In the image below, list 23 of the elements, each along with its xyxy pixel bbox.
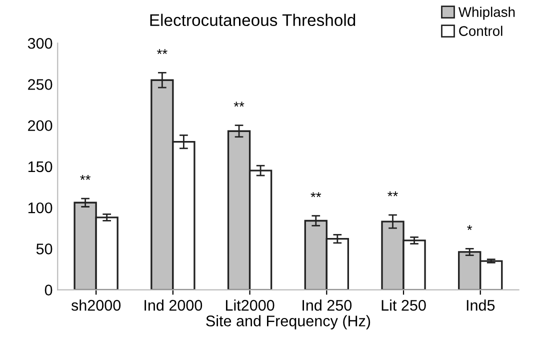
y-tick-label: 200 bbox=[28, 120, 52, 132]
legend-label: Control bbox=[459, 26, 502, 36]
x-tick-label: Ind5 bbox=[466, 300, 495, 311]
y-tick-label: 250 bbox=[28, 79, 52, 90]
x-tick-label: Ind 250 bbox=[302, 300, 352, 311]
annotation: ** bbox=[234, 102, 244, 107]
x-tick-label: sh2000 bbox=[71, 300, 121, 311]
x-tick-label: Lit2000 bbox=[226, 300, 274, 311]
x-tick-label: Lit 250 bbox=[382, 300, 426, 311]
y-tick-label: 300 bbox=[28, 38, 52, 49]
y-tick-label: 0 bbox=[44, 284, 52, 296]
y-tick-label: 50 bbox=[36, 244, 52, 254]
legend-label: Whiplash bbox=[458, 6, 515, 20]
x-tick-label: Ind 2000 bbox=[144, 300, 202, 311]
annotation: ** bbox=[310, 192, 322, 198]
x-axis-title: Site and Frequency (Hz) bbox=[206, 315, 370, 330]
chart-title: Electrocutaneous Threshold bbox=[150, 14, 356, 26]
y-tick-label: 100 bbox=[28, 202, 52, 214]
annotation: ** bbox=[156, 49, 168, 54]
annotation: ** bbox=[80, 174, 91, 180]
y-tick-label: 150 bbox=[28, 161, 52, 172]
annotation: * bbox=[467, 225, 472, 230]
annotation: ** bbox=[388, 191, 398, 196]
